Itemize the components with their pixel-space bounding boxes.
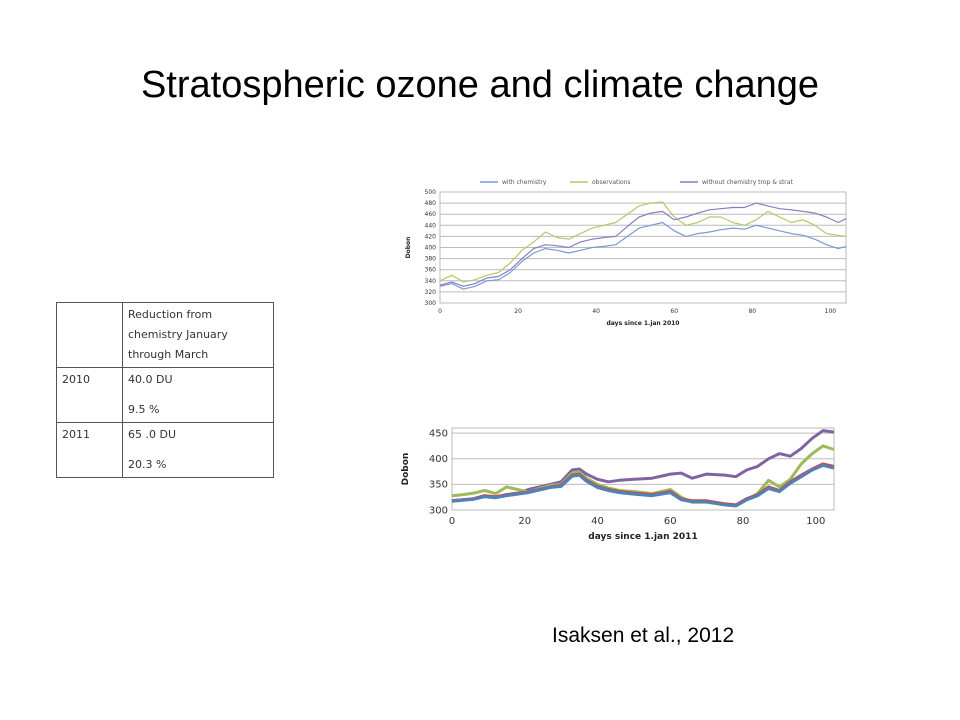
reduction-du: 65 .0 DU xyxy=(128,428,177,441)
x-tick-label: 100 xyxy=(825,308,837,315)
table-row: 2011 65 .0 DU 20.3 % xyxy=(56,422,274,478)
y-tick-label: 380 xyxy=(425,256,437,263)
y-tick-label: 360 xyxy=(425,267,437,274)
x-tick-label: 80 xyxy=(748,308,756,315)
y-tick-label: 400 xyxy=(429,454,448,465)
y-tick-label: 460 xyxy=(425,211,437,218)
y-tick-label: 480 xyxy=(425,200,437,207)
series-line-2 xyxy=(439,201,847,283)
y-tick-label: 320 xyxy=(425,289,437,296)
x-tick-label: 60 xyxy=(664,516,677,527)
ozone-chart-2011: 300 350 400 450 0 20 40 60 80 100 days since 1.jan… xyxy=(401,427,835,542)
ozone-chart-2010: 300 320 340 360 380 400 420 440 460 480 500 0 20 40 60… xyxy=(405,179,847,327)
x-tick-label: 0 xyxy=(449,516,455,527)
x-tick-label: 20 xyxy=(518,516,531,527)
x-tick-label: 60 xyxy=(670,308,678,315)
table-header-row: Reduction from chemistry January through… xyxy=(56,302,274,368)
x-tick-label: 100 xyxy=(806,516,825,527)
x-tick-label: 40 xyxy=(592,308,600,315)
y-axis-label: Dobon xyxy=(401,453,411,486)
plot-area xyxy=(451,427,835,511)
y-tick-label: 500 xyxy=(425,189,437,196)
table-header-cell-empty xyxy=(56,302,123,368)
y-tick-label: 440 xyxy=(425,222,437,229)
table-cell-reduction: 40.0 DU 9.5 % xyxy=(122,367,274,423)
x-tick-label: 80 xyxy=(737,516,750,527)
series-line-3 xyxy=(439,202,847,287)
legend-label-1: with chemistry xyxy=(502,179,547,186)
reduction-table: Reduction from chemistry January through… xyxy=(56,302,274,478)
table-cell-reduction: 65 .0 DU 20.3 % xyxy=(122,422,274,478)
x-tick-label: 0 xyxy=(438,308,442,315)
series-line-1 xyxy=(439,221,847,290)
y-tick-label: 400 xyxy=(425,245,437,252)
citation: Isaksen et al., 2012 xyxy=(552,624,735,647)
x-tick-label: 40 xyxy=(591,516,604,527)
table-row: 2010 40.0 DU 9.5 % xyxy=(56,367,274,423)
y-tick-label: 300 xyxy=(429,505,448,516)
y-tick-label: 340 xyxy=(425,278,437,285)
x-axis-label: days since 1.jan 2010 xyxy=(607,320,680,327)
y-tick-label: 350 xyxy=(429,480,448,491)
table-header-cell: Reduction from chemistry January through… xyxy=(122,302,274,368)
reduction-pct: 9.5 % xyxy=(128,403,160,416)
legend-label-2: observations xyxy=(592,179,631,186)
y-tick-label: 420 xyxy=(425,233,437,240)
y-axis-label: Dobon xyxy=(405,237,412,259)
y-tick-label: 450 xyxy=(429,428,448,439)
y-tick-label: 300 xyxy=(425,300,437,307)
x-tick-label: 20 xyxy=(514,308,522,315)
series-line-4 xyxy=(451,463,835,508)
x-axis-label: days since 1.jan 2011 xyxy=(588,532,697,542)
slide-title: Stratospheric ozone and climate change xyxy=(140,64,820,106)
table-cell-year: 2010 xyxy=(56,367,123,423)
reduction-du: 40.0 DU xyxy=(128,373,173,386)
table-cell-year: 2011 xyxy=(56,422,123,478)
reduction-pct: 20.3 % xyxy=(128,458,167,471)
legend-label-3: without chemistry trop & strat xyxy=(702,179,793,186)
